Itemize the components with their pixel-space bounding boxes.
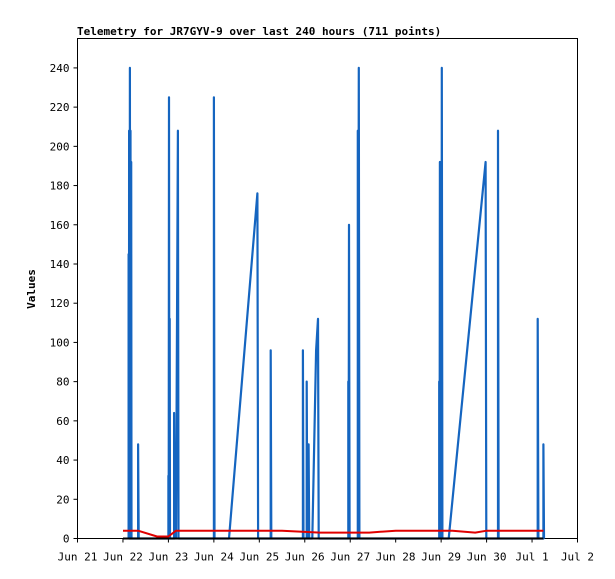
y-tick-label: 60 bbox=[56, 415, 69, 428]
y-tick-label: 240 bbox=[50, 62, 70, 75]
chart-title: Telemetry for JR7GYV-9 over last 240 hou… bbox=[77, 25, 441, 38]
x-axis: Jun 21 Jun 22 Jun 23 Jun 24 Jun 25 Jun 26 Jun … bbox=[58, 538, 594, 564]
y-tick-label: 100 bbox=[50, 336, 70, 349]
x-tick-label: Jun 22 bbox=[103, 551, 143, 564]
y-tick-label: 120 bbox=[50, 297, 70, 310]
y-axis: 0 20 40 60 80 100 120 140 160 180 200 220 240 bbox=[50, 62, 78, 546]
x-tick-label: Jul 1 bbox=[515, 551, 548, 564]
plot-frame bbox=[77, 38, 578, 539]
series-layer bbox=[123, 66, 546, 540]
series-line-2 bbox=[123, 529, 544, 538]
y-tick-label: 20 bbox=[56, 493, 69, 506]
y-tick-label: 140 bbox=[50, 258, 70, 271]
x-tick-label: Jun 21 bbox=[58, 551, 98, 564]
y-tick-label: 220 bbox=[50, 101, 70, 114]
x-tick-label: Jun 28 bbox=[376, 551, 416, 564]
x-tick-label: Jun 25 bbox=[239, 551, 279, 564]
x-tick-label: Jun 26 bbox=[285, 551, 325, 564]
x-tick-label: Jun 27 bbox=[330, 551, 370, 564]
x-tick-label: Jun 23 bbox=[149, 551, 189, 564]
y-tick-label: 80 bbox=[56, 376, 69, 389]
y-tick-label: 200 bbox=[50, 140, 70, 153]
x-tick-label: Jun 29 bbox=[421, 551, 461, 564]
y-axis-label: Values bbox=[25, 269, 38, 309]
y-tick-label: 40 bbox=[56, 454, 69, 467]
y-tick-label: 180 bbox=[50, 180, 70, 193]
series-line-1 bbox=[127, 66, 546, 540]
x-tick-label: Jul 2 bbox=[561, 551, 594, 564]
x-tick-label: Jun 30 bbox=[467, 551, 507, 564]
y-tick-label: 160 bbox=[50, 219, 70, 232]
x-tick-label: Jun 24 bbox=[194, 551, 234, 564]
y-tick-label: 0 bbox=[63, 533, 70, 546]
